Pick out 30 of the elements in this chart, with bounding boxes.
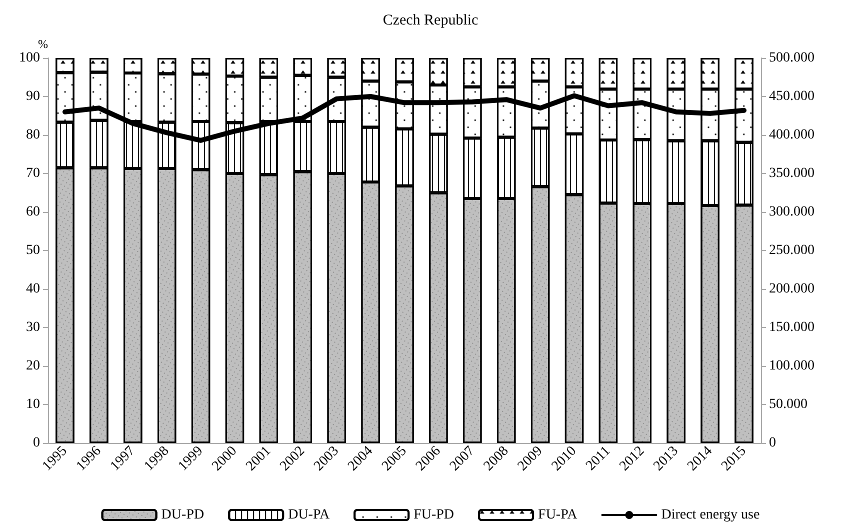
y-tick-label: 40 — [26, 282, 40, 296]
legend-label: DU-PD — [161, 508, 204, 522]
y-axis-title: % — [38, 37, 48, 51]
y-tick-label: 30 — [26, 320, 40, 335]
y2-tick-label: 500.000 — [769, 50, 814, 66]
y-tick-label: 70 — [26, 166, 40, 181]
y2-tick-label: 250.000 — [769, 243, 814, 258]
y-tick-label: 10 — [26, 397, 40, 412]
y-tick-label: 20 — [26, 358, 40, 374]
y2-tick-label: 0 — [769, 436, 776, 450]
y2-tick-label: 400.000 — [769, 128, 814, 142]
y2-tick-label: 200.000 — [769, 282, 814, 296]
legend-label: Direct energy use — [661, 508, 760, 522]
legend-label: FU-PA — [538, 508, 578, 522]
y-tick-label: 100 — [19, 50, 40, 66]
y-tick-label: 80 — [26, 128, 40, 142]
y-tick-label: 0 — [33, 436, 40, 450]
y2-tick-label: 50.000 — [769, 397, 808, 412]
y2-tick-label: 350.000 — [769, 166, 814, 181]
y-tick-label: 50 — [26, 243, 40, 258]
legend-label: DU-PA — [288, 508, 330, 522]
y-tick-label: 90 — [26, 89, 40, 104]
y2-tick-label: 150.000 — [769, 320, 814, 335]
y2-tick-label: 450.000 — [769, 89, 814, 104]
y2-tick-label: 300.000 — [769, 204, 814, 220]
y-tick-label: 60 — [26, 204, 40, 220]
chart-title: Czech Republic — [382, 12, 479, 28]
y2-tick-label: 100.000 — [769, 358, 814, 374]
legend-label: FU-PD — [414, 508, 454, 522]
x-tick-label: 2011 — [584, 444, 614, 474]
